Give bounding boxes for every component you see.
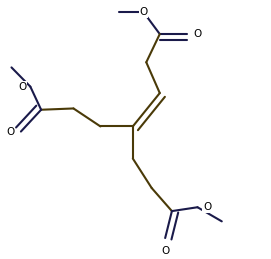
Text: O: O: [161, 246, 169, 256]
Text: O: O: [203, 202, 211, 212]
Text: O: O: [18, 82, 26, 92]
Text: O: O: [6, 127, 14, 136]
Text: O: O: [193, 29, 202, 39]
Text: O: O: [140, 7, 148, 17]
